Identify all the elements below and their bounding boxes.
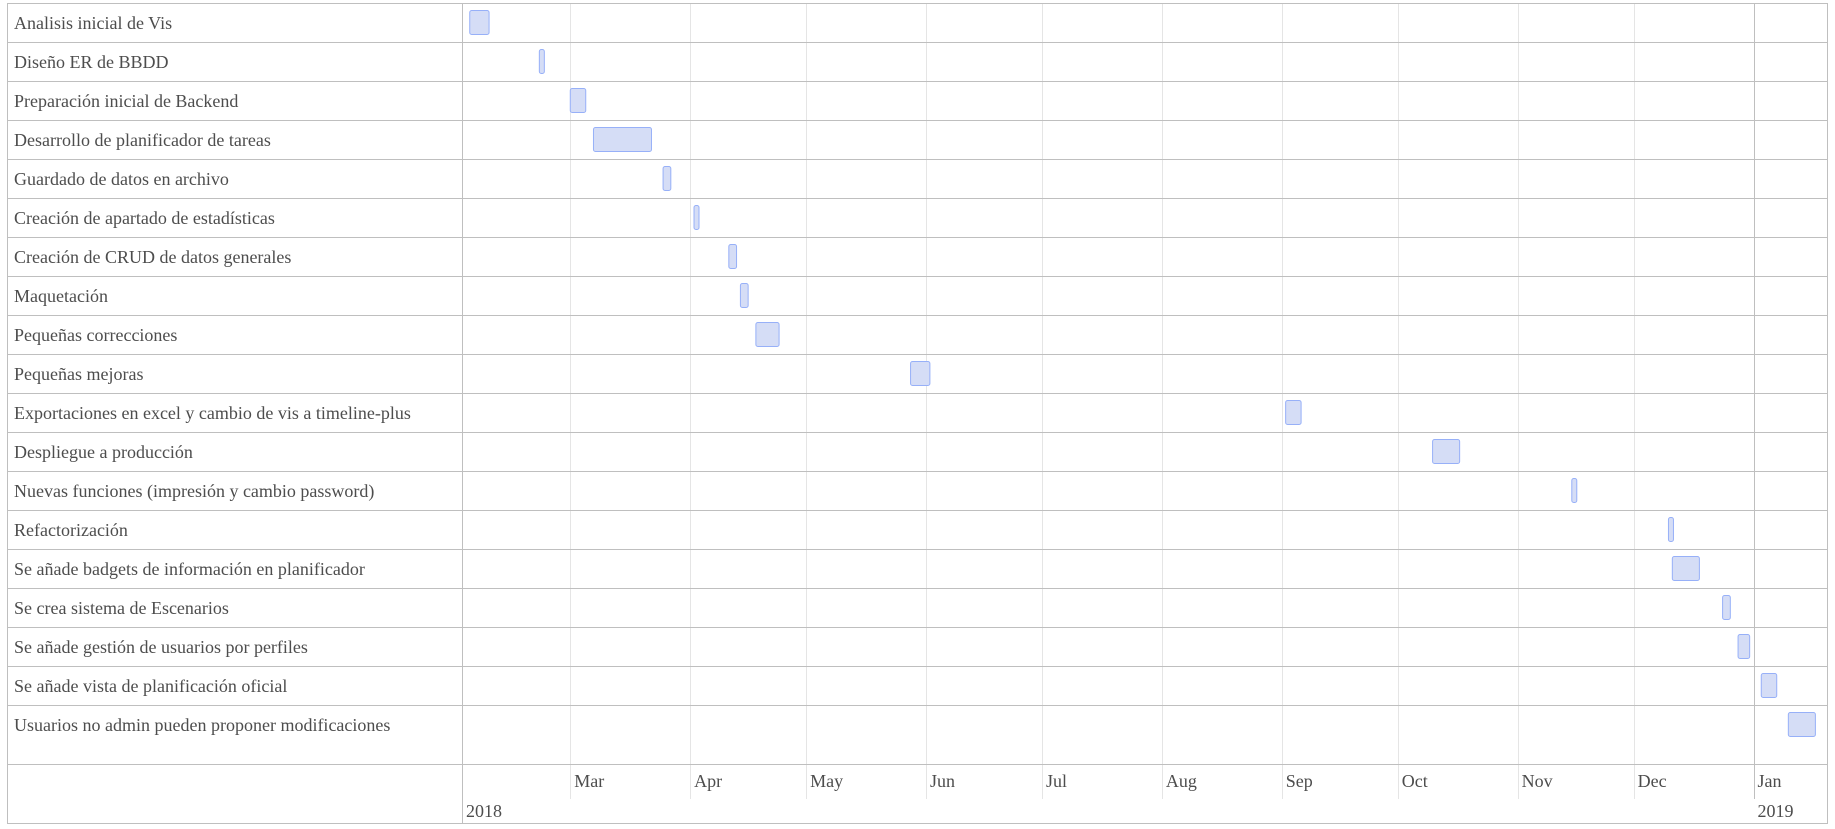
task-label: Se añade badgets de información en plani… — [14, 559, 365, 579]
task-bar[interactable] — [592, 127, 652, 152]
task-label: Pequeñas mejoras — [14, 364, 143, 384]
task-bar[interactable] — [1760, 673, 1778, 698]
month-tick-label: Jan — [1758, 771, 1782, 791]
task-label: Despliegue a producción — [14, 442, 193, 462]
task-label: Refactorización — [14, 520, 128, 540]
task-label: Se crea sistema de Escenarios — [14, 598, 229, 618]
task-label: Se añade gestión de usuarios por perfile… — [14, 637, 308, 657]
timeline-frame — [7, 3, 1828, 824]
task-bar[interactable] — [1787, 712, 1816, 737]
task-bar[interactable] — [910, 361, 931, 386]
outer-border — [7, 3, 1828, 824]
month-tick-label: Aug — [1166, 771, 1197, 791]
year-tick-label: 2019 — [1758, 801, 1794, 821]
task-bar[interactable] — [1671, 556, 1700, 581]
task-bar[interactable] — [469, 10, 490, 35]
month-tick-label: May — [810, 771, 843, 791]
task-bar[interactable] — [662, 166, 672, 191]
task-bar[interactable] — [1737, 634, 1751, 659]
task-label: Creación de CRUD de datos generales — [14, 247, 291, 267]
task-label: Preparación inicial de Backend — [14, 91, 238, 111]
task-bar[interactable] — [1667, 517, 1674, 542]
task-label: Exportaciones en excel y cambio de vis a… — [14, 403, 411, 423]
task-label: Guardado de datos en archivo — [14, 169, 229, 189]
month-tick-label: Nov — [1522, 771, 1553, 791]
task-label: Diseño ER de BBDD — [14, 52, 169, 72]
grid-layer — [7, 3, 1828, 799]
task-bar[interactable] — [755, 322, 780, 347]
task-bar[interactable] — [569, 88, 587, 113]
time-axis: Mar Apr May Jun Jul Aug Sep Oct Nov Dec Jan 2018 201… — [7, 764, 1828, 821]
task-bar[interactable] — [728, 244, 738, 269]
task-label: Usuarios no admin pueden proponer modifi… — [14, 715, 390, 735]
month-tick-label: Mar — [574, 771, 604, 791]
month-tick-label: Oct — [1402, 771, 1428, 791]
month-tick-label: Apr — [694, 771, 722, 791]
task-label: Creación de apartado de estadísticas — [14, 208, 275, 228]
task-label: Se añade vista de planificación oficial — [14, 676, 287, 696]
task-bar[interactable] — [1432, 439, 1461, 464]
year-tick-label: 2018 — [466, 801, 502, 821]
month-tick-label: Dec — [1638, 771, 1667, 791]
month-tick-label: Jul — [1046, 771, 1067, 791]
task-label: Nuevas funciones (impresión y cambio pas… — [14, 481, 374, 502]
task-bar[interactable] — [1571, 478, 1578, 503]
task-label: Pequeñas correcciones — [14, 325, 177, 345]
month-tick-label: Jun — [930, 771, 955, 791]
task-bars — [469, 10, 1816, 737]
task-label: Analisis inicial de Vis — [14, 13, 172, 33]
task-bar[interactable] — [739, 283, 749, 308]
month-tick-label: Sep — [1286, 771, 1313, 791]
task-label: Desarrollo de planificador de tareas — [14, 130, 271, 150]
task-bar[interactable] — [1722, 595, 1731, 620]
task-labels: Analisis inicial de Vis Diseño ER de BBDD… — [14, 13, 411, 735]
task-bar[interactable] — [538, 49, 545, 74]
task-bar[interactable] — [1285, 400, 1302, 425]
task-bar[interactable] — [693, 205, 700, 230]
task-label: Maquetación — [14, 286, 108, 306]
